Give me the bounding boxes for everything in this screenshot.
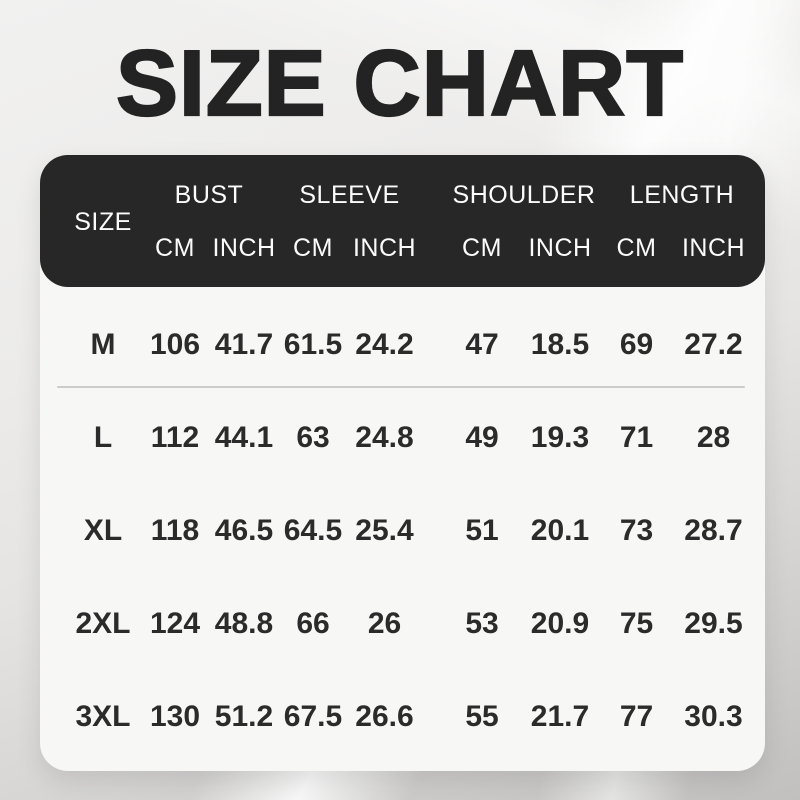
page-title: SIZE CHART xyxy=(115,31,684,135)
size-cell: XL xyxy=(83,513,123,547)
size-chart-card: SIZE BUST SLEEVE SHOULDER LENGTH CM INCH… xyxy=(40,155,765,771)
value-cell: 51.2 xyxy=(214,699,274,733)
value-cell: 71 xyxy=(619,421,654,455)
value-cell: 26.6 xyxy=(355,699,414,733)
header-unit-shoulder-inch: INCH xyxy=(528,234,592,262)
value-cell: 46.5 xyxy=(214,513,274,547)
row-divider xyxy=(57,386,745,388)
value-cell: 118 xyxy=(150,513,200,547)
header-unit-sleeve-inch: INCH xyxy=(352,234,417,262)
value-cell: 19.3 xyxy=(530,421,590,455)
value-cell: 130 xyxy=(149,699,201,733)
header-group-sleeve: SLEEVE xyxy=(299,181,400,209)
value-cell: 112 xyxy=(150,421,200,455)
value-cell: 61.5 xyxy=(283,328,343,362)
value-cell: 51 xyxy=(465,513,499,547)
header-unit-bust-inch: INCH xyxy=(212,234,276,262)
value-cell: 26 xyxy=(367,606,402,640)
header-size-label: SIZE xyxy=(74,207,132,236)
value-cell: 73 xyxy=(619,513,654,547)
value-cell: 20.9 xyxy=(530,606,590,640)
value-cell: 27.2 xyxy=(684,328,743,362)
value-cell: 21.7 xyxy=(530,699,590,733)
table-body: M 106 41.7 61.5 24.2 47 18.5 69 27.2 L 1… xyxy=(40,287,765,771)
size-cell: 3XL xyxy=(75,699,131,733)
table-row: M 106 41.7 61.5 24.2 47 18.5 69 27.2 xyxy=(40,299,765,392)
table-row: 3XL 130 51.2 67.5 26.6 55 21.7 77 30.3 xyxy=(40,670,765,763)
value-cell: 124 xyxy=(149,606,201,640)
table-header: SIZE BUST SLEEVE SHOULDER LENGTH CM INCH… xyxy=(40,155,765,287)
value-cell: 18.5 xyxy=(530,328,590,362)
header-group-shoulder: SHOULDER xyxy=(452,181,596,209)
value-cell: 24.2 xyxy=(355,328,414,362)
table-row: XL 118 46.5 64.5 25.4 51 20.1 73 28.7 xyxy=(40,485,765,578)
table-row: 2XL 124 48.8 66 26 53 20.9 75 29.5 xyxy=(40,577,765,670)
size-cell: L xyxy=(93,421,113,455)
value-cell: 41.7 xyxy=(214,328,274,362)
value-cell: 24.8 xyxy=(355,421,414,455)
header-group-length: LENGTH xyxy=(629,181,735,209)
value-cell: 55 xyxy=(465,699,499,733)
value-cell: 66 xyxy=(296,606,330,640)
value-cell: 44.1 xyxy=(214,421,274,455)
value-cell: 25.4 xyxy=(355,513,414,547)
value-cell: 67.5 xyxy=(283,699,343,733)
value-cell: 75 xyxy=(619,606,654,640)
value-cell: 63 xyxy=(296,421,330,455)
value-cell: 20.1 xyxy=(530,513,590,547)
header-unit-bust-cm: CM xyxy=(155,234,195,262)
header-unit-sleeve-cm: CM xyxy=(293,234,333,262)
size-cell: M xyxy=(90,328,116,362)
value-cell: 30.3 xyxy=(684,699,743,733)
value-cell: 77 xyxy=(619,699,654,733)
value-cell: 64.5 xyxy=(283,513,343,547)
value-cell: 29.5 xyxy=(684,606,743,640)
header-unit-length-cm: CM xyxy=(616,234,657,262)
value-cell: 47 xyxy=(465,328,499,362)
value-cell: 28.7 xyxy=(684,513,743,547)
value-cell: 28 xyxy=(696,421,731,455)
value-cell: 106 xyxy=(149,328,201,362)
header-group-bust: BUST xyxy=(174,181,244,209)
value-cell: 49 xyxy=(465,421,499,455)
value-cell: 48.8 xyxy=(214,606,274,640)
header-unit-length-inch: INCH xyxy=(681,234,746,262)
value-cell: 53 xyxy=(465,606,499,640)
header-unit-shoulder-cm: CM xyxy=(462,234,502,262)
value-cell: 69 xyxy=(619,328,654,362)
table-row: L 112 44.1 63 24.8 49 19.3 71 28 xyxy=(40,392,765,485)
size-cell: 2XL xyxy=(75,606,131,640)
